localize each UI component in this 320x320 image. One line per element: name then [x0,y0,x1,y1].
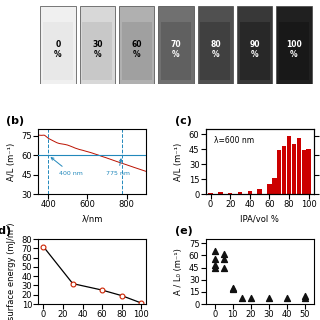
Bar [279,22,309,80]
Text: 0
%: 0 % [54,40,62,59]
Y-axis label: A/L (m⁻¹): A/L (m⁻¹) [174,143,183,181]
Point [230,285,235,290]
Text: 60
%: 60 % [132,40,142,59]
Bar [267,184,272,194]
Bar [200,22,230,80]
Bar [119,6,154,84]
Text: 70
%: 70 % [171,40,181,59]
Point [221,251,226,256]
Bar [43,22,73,80]
Bar [297,138,301,194]
Bar [257,189,262,194]
Point [212,257,217,262]
Point [302,295,307,300]
Bar [237,6,272,84]
Bar [218,192,223,194]
Point [212,262,217,268]
Bar [158,6,194,84]
Point [221,265,226,270]
Point [284,295,289,300]
Bar [272,178,276,194]
Point [212,249,217,254]
X-axis label: IPA/vol %: IPA/vol % [240,215,279,224]
Point [221,257,226,262]
Bar [198,6,233,84]
Bar [248,191,252,194]
Bar [277,150,282,194]
Text: 80
%: 80 % [210,40,220,59]
Text: λ=600 nm: λ=600 nm [214,136,254,145]
X-axis label: λ/nm: λ/nm [82,215,103,224]
Bar [161,22,191,80]
Text: 100
%: 100 % [286,40,302,59]
Text: (e): (e) [175,226,193,236]
Point [302,293,307,299]
Bar [228,193,232,194]
Bar [292,144,296,194]
Bar [301,150,306,194]
Point [230,287,235,292]
Text: (c): (c) [175,116,192,126]
Bar [80,6,115,84]
Bar [122,22,152,80]
Text: 400 nm: 400 nm [51,158,83,176]
Point [266,295,271,300]
Bar [83,22,112,80]
Point [248,295,253,300]
Bar [208,193,213,194]
Point [212,265,217,270]
Y-axis label: A / L₀ (m⁻¹): A / L₀ (m⁻¹) [174,248,183,295]
Bar [238,192,242,194]
Y-axis label: surface energy (mJ/m²): surface energy (mJ/m²) [7,223,16,320]
Text: 775 nm: 775 nm [106,159,130,176]
Text: (d): (d) [0,226,11,236]
Y-axis label: A/L (m⁻¹): A/L (m⁻¹) [7,143,16,181]
Bar [240,22,269,80]
Bar [276,6,312,84]
Bar [282,146,286,194]
Bar [287,136,291,194]
Text: 30
%: 30 % [92,40,103,59]
Text: (b): (b) [6,116,24,126]
Bar [40,6,76,84]
Text: 90
%: 90 % [249,40,260,59]
Point [239,295,244,300]
Bar [307,149,311,194]
